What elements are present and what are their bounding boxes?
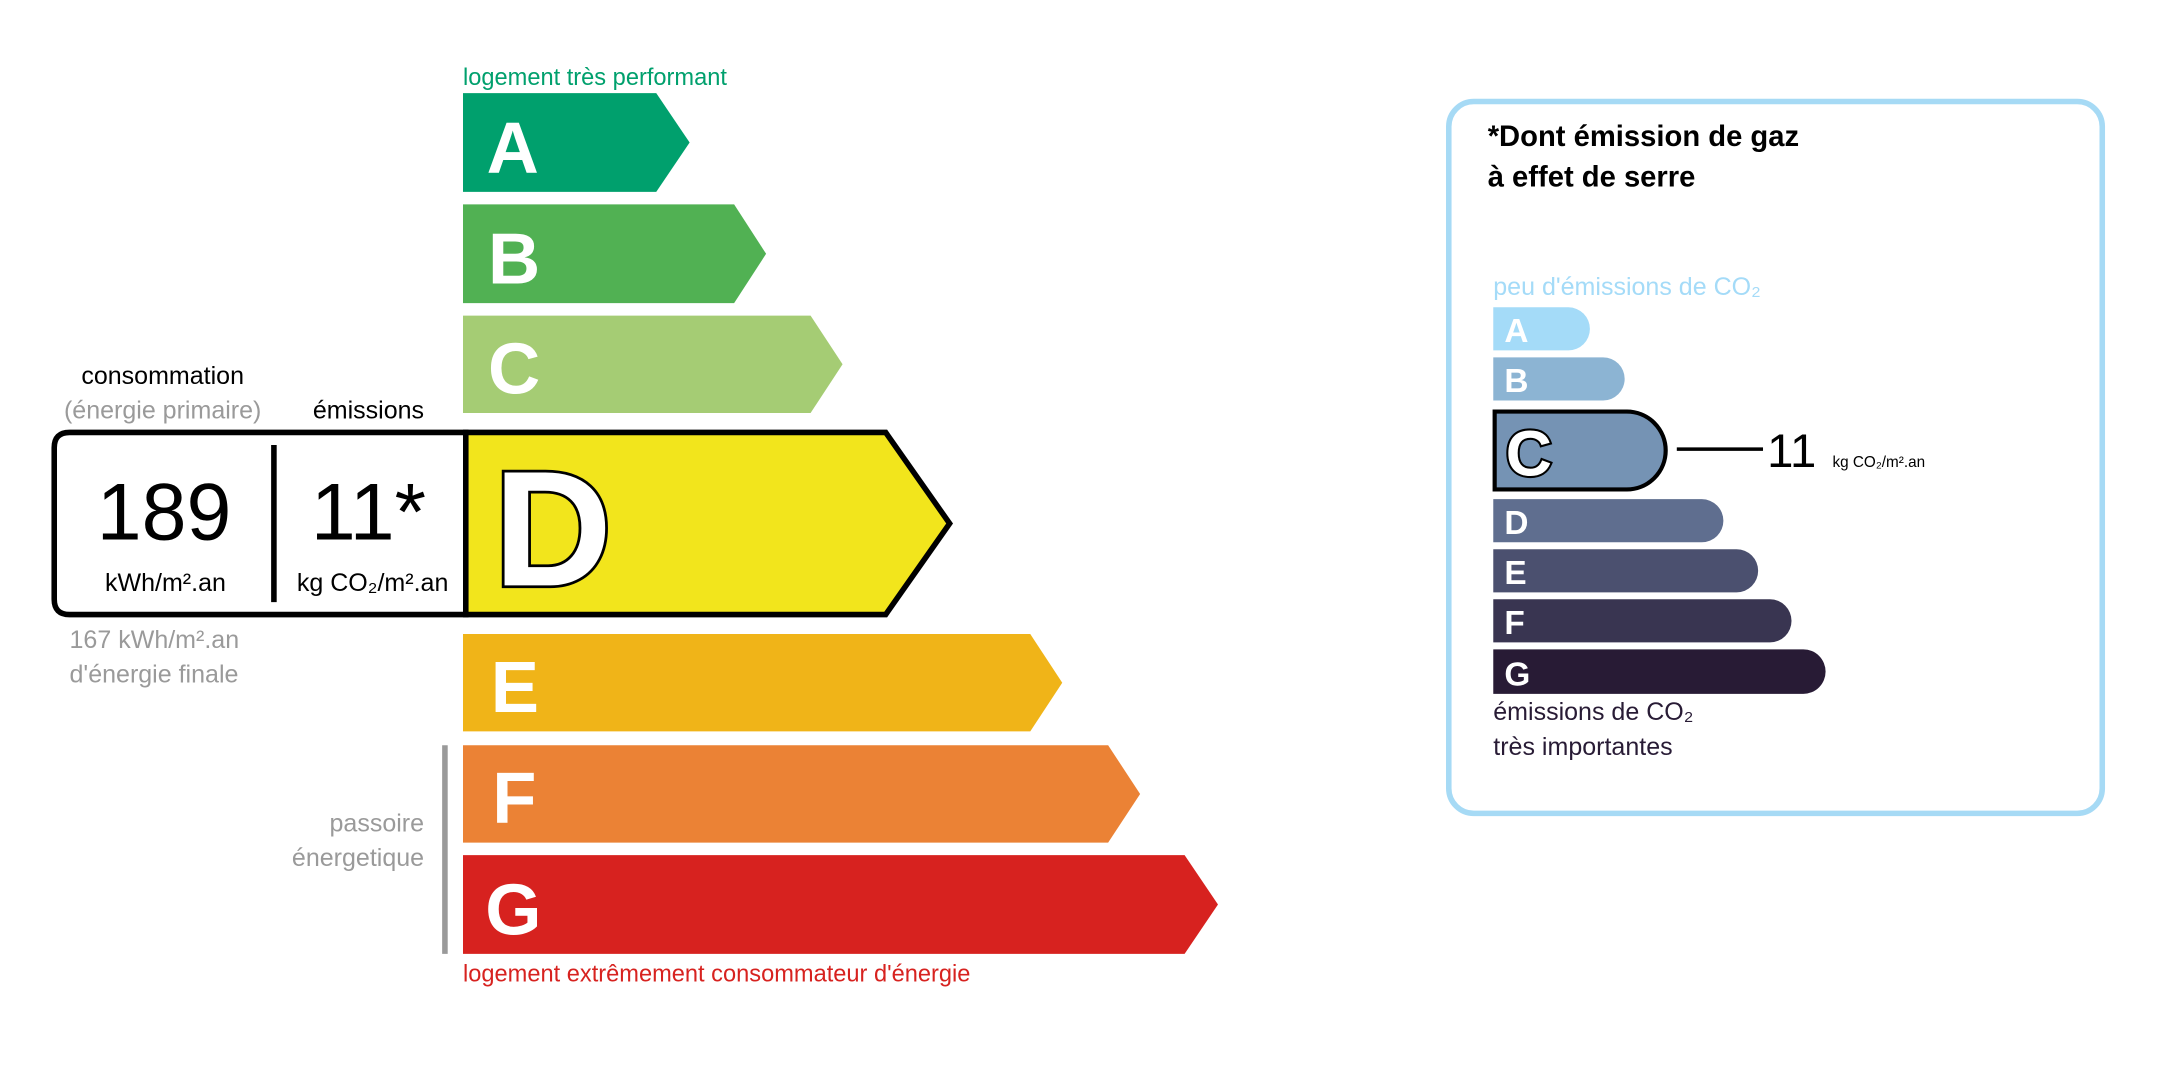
ges-title-1: *Dont émission de gaz bbox=[1488, 121, 1799, 153]
emissions-value: 11* bbox=[311, 468, 426, 558]
ges-bar-c: C bbox=[1492, 409, 1668, 492]
ges-value: 11 bbox=[1767, 425, 1816, 478]
ges-current-letter: C bbox=[1506, 418, 1552, 490]
energy-bar-d bbox=[462, 429, 954, 618]
svg-text:F: F bbox=[1504, 605, 1524, 642]
ges-title-2: à effet de serre bbox=[1488, 161, 1696, 193]
ges-bar-f: F bbox=[1493, 599, 1792, 643]
energy-current-box: D 189 kWh/m².an 11* kg CO₂/m².an bbox=[51, 429, 954, 623]
energy-bar-c: C bbox=[462, 315, 843, 413]
final-energy-value: 167 kWh/m².an bbox=[70, 626, 240, 654]
svg-text:G: G bbox=[1504, 656, 1530, 693]
energy-bar-f: F bbox=[462, 745, 1141, 843]
svg-text:A: A bbox=[487, 108, 539, 188]
svg-text:A: A bbox=[1504, 313, 1528, 350]
passoire-label-2: énergetique bbox=[292, 844, 424, 872]
ges-top-label: peu d'émissions de CO₂ bbox=[1493, 273, 1761, 301]
energy-bar-g: G bbox=[462, 855, 1218, 954]
ges-unit: kg CO₂/m².an bbox=[1833, 454, 1926, 471]
ges-bar-e: E bbox=[1493, 549, 1759, 593]
passoire-label-1: passoire bbox=[330, 809, 425, 837]
svg-text:D: D bbox=[1504, 505, 1528, 542]
svg-text:E: E bbox=[491, 648, 539, 728]
emissions-header: émissions bbox=[313, 397, 424, 425]
consumption-unit: kWh/m².an bbox=[105, 569, 226, 597]
ges-panel: *Dont émission de gaz à effet de serre p… bbox=[1446, 98, 2106, 817]
consumption-sub: (énergie primaire) bbox=[64, 397, 261, 425]
svg-text:E: E bbox=[1504, 555, 1526, 592]
ges-bar-g: G bbox=[1493, 649, 1826, 694]
energy-current-letter: D bbox=[494, 436, 612, 620]
ges-bar-b: B bbox=[1493, 357, 1625, 401]
ges-bar-a: A bbox=[1493, 307, 1590, 351]
ges-bottom-label-1: émissions de CO₂ bbox=[1493, 698, 1693, 726]
emissions-unit: kg CO₂/m².an bbox=[297, 569, 449, 597]
consumption-value: 189 bbox=[97, 468, 232, 558]
final-energy-label: d'énergie finale bbox=[70, 661, 239, 689]
ges-bottom-label-2: très importantes bbox=[1493, 733, 1672, 761]
svg-text:B: B bbox=[1504, 363, 1528, 400]
svg-text:B: B bbox=[488, 220, 540, 300]
svg-text:G: G bbox=[485, 870, 541, 950]
svg-text:F: F bbox=[492, 759, 536, 839]
energy-top-label: logement très performant bbox=[463, 65, 727, 91]
energy-bar-b: B bbox=[462, 204, 767, 304]
energy-bar-a: A bbox=[462, 93, 690, 192]
energy-bar-e: E bbox=[462, 634, 1063, 732]
ges-bar-d: D bbox=[1493, 499, 1724, 543]
consumption-header: consommation bbox=[81, 362, 244, 390]
energy-bottom-label: logement extrêmement consommateur d'éner… bbox=[463, 962, 970, 988]
svg-text:C: C bbox=[488, 330, 540, 410]
